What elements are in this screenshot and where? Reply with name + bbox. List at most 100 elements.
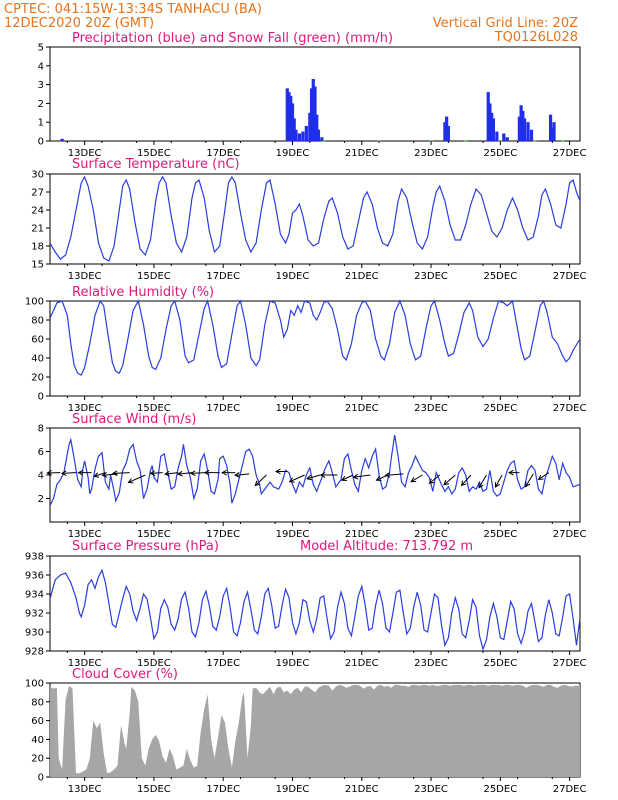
wind-arrow: [190, 472, 206, 474]
cloud-title: Cloud Cover (%): [72, 667, 178, 682]
precip-bar: [495, 131, 499, 141]
temp-y-tick-label: 27: [31, 188, 44, 199]
precip-bar: [522, 118, 527, 141]
wind-arrow: [165, 472, 179, 475]
snowfall-bar: [464, 140, 468, 142]
rh-x-tick-label: 19DEC: [276, 403, 310, 414]
temp-y-tick-label: 21: [31, 224, 44, 235]
pres-y-tick-label: 930: [25, 628, 44, 639]
temp-y-tick-label: 30: [31, 170, 44, 181]
wind-arrow-head: [525, 481, 531, 488]
wind-y-tick-label: 6: [38, 447, 44, 458]
precip-x-tick-label: 21DEC: [345, 148, 379, 159]
rh-y-tick-label: 20: [31, 373, 44, 384]
wind-arrow-head: [410, 477, 417, 483]
header-station: CPTEC: 041:15W-13:34S TANHACU (BA): [4, 2, 262, 17]
precip-x-tick-label: 27DEC: [553, 148, 587, 159]
wind-arrow: [289, 474, 305, 483]
precip-bar: [521, 110, 525, 141]
pres-y-tick-label: 938: [25, 552, 44, 563]
wind-arrow-head: [460, 480, 467, 487]
wind-arrow-head: [77, 469, 84, 476]
precip-bar: [304, 125, 308, 141]
precip-bar: [313, 86, 317, 141]
wind-arrow-head: [189, 470, 196, 477]
rh-x-tick-label: 27DEC: [553, 403, 587, 414]
precip-bar: [519, 105, 523, 141]
wind-arrow-head: [443, 479, 450, 486]
pres-panel: Surface Pressure (hPa) Model Altitude: 71…: [25, 539, 587, 669]
precip-bar: [294, 129, 298, 141]
temp-x-tick-label: 25DEC: [483, 271, 517, 282]
wind-arrow: [478, 474, 487, 488]
temp-x-tick-label: 23DEC: [414, 271, 448, 282]
wind-arrow-head: [101, 472, 108, 478]
wind-arrow: [410, 474, 423, 483]
precip-y-tick-label: 2: [38, 99, 44, 110]
cloud-y-tick-label: 100: [25, 679, 44, 690]
temp-x-tick-label: 19DEC: [276, 271, 310, 282]
pres-frame: [49, 555, 581, 652]
precip-bar: [491, 118, 495, 141]
rh-x-tick-label: 13DEC: [68, 403, 102, 414]
precip-bar: [311, 78, 315, 141]
wind-arrow: [429, 474, 441, 484]
precip-bar: [502, 133, 506, 141]
precip-bar: [550, 127, 554, 141]
rh-y-tick-label: 60: [31, 335, 44, 346]
precip-y-tick-label: 0: [38, 137, 44, 148]
temp-x-tick-label: 17DEC: [206, 271, 240, 282]
wind-x-tick-label: 17DEC: [206, 529, 240, 540]
rh-frame: [49, 300, 581, 397]
wind-arrow-head: [275, 468, 281, 475]
wind-x-tick-label: 13DEC: [68, 529, 102, 540]
temp-panel: Surface Temperature (nC) 15 18 21 24 27 30 13DE…: [31, 157, 586, 282]
wind-arrow-head: [495, 481, 500, 488]
pres-line: [49, 568, 581, 652]
precip-bar: [526, 122, 530, 141]
precip-y-tick-label: 4: [38, 61, 44, 72]
precip-x-tick-label: 25DEC: [483, 148, 517, 159]
wind-arrow: [341, 474, 354, 481]
temp-x-tick-label: 13DEC: [68, 271, 102, 282]
wind-arrow-head: [254, 480, 261, 487]
wind-arrow-head: [164, 470, 170, 477]
wind-x-tick-label: 27DEC: [553, 529, 587, 540]
wind-arrow: [443, 474, 456, 486]
precip-bar: [297, 133, 302, 141]
precip-bar: [60, 138, 64, 141]
precip-bar: [308, 112, 312, 141]
wind-arrow: [353, 474, 371, 478]
pres-x-tick-label: 23DEC: [414, 658, 448, 669]
wind-arrow-head: [60, 470, 67, 477]
wind-y-tick-label: 8: [38, 424, 44, 435]
precip-bar: [548, 114, 553, 141]
temp-x-tick-label: 15DEC: [137, 271, 171, 282]
precip-bar: [285, 88, 289, 141]
rh-y-tick-label: 100: [25, 297, 44, 308]
wind-arrow-head: [288, 477, 295, 483]
rh-x-tick-label: 21DEC: [345, 403, 379, 414]
pres-x-tick-label: 15DEC: [137, 658, 171, 669]
cloud-panel: Cloud Cover (%) 0 20 40 60 80 100 13DEC 15DEC 17D…: [25, 667, 587, 795]
pres-y-tick-label: 932: [25, 609, 44, 620]
rh-x-tick-label: 23DEC: [414, 403, 448, 414]
wind-arrow-head: [111, 470, 118, 477]
precip-x-tick-label: 19DEC: [276, 148, 310, 159]
pres-y-tick-label: 928: [25, 647, 44, 658]
pres-x-tick-label: 27DEC: [553, 658, 587, 669]
temp-y-tick-label: 24: [31, 206, 44, 217]
pres-x-tick-label: 17DEC: [206, 658, 240, 669]
header-code: TQ0126L028: [494, 30, 578, 45]
precip-bar: [488, 103, 492, 141]
precip-bar: [552, 122, 556, 141]
precip-x-tick-label: 23DEC: [414, 148, 448, 159]
temp-frame: [49, 173, 581, 265]
precip-bar: [290, 103, 295, 141]
precip-panel: Precipitation (blue) and Snow Fall (gree…: [38, 31, 587, 159]
wind-arrow: [254, 474, 267, 486]
wind-x-tick-label: 23DEC: [414, 529, 448, 540]
wind-title: Surface Wind (m/s): [72, 412, 196, 427]
wind-arrow-head: [46, 470, 52, 476]
wind-arrow-head: [234, 472, 240, 478]
